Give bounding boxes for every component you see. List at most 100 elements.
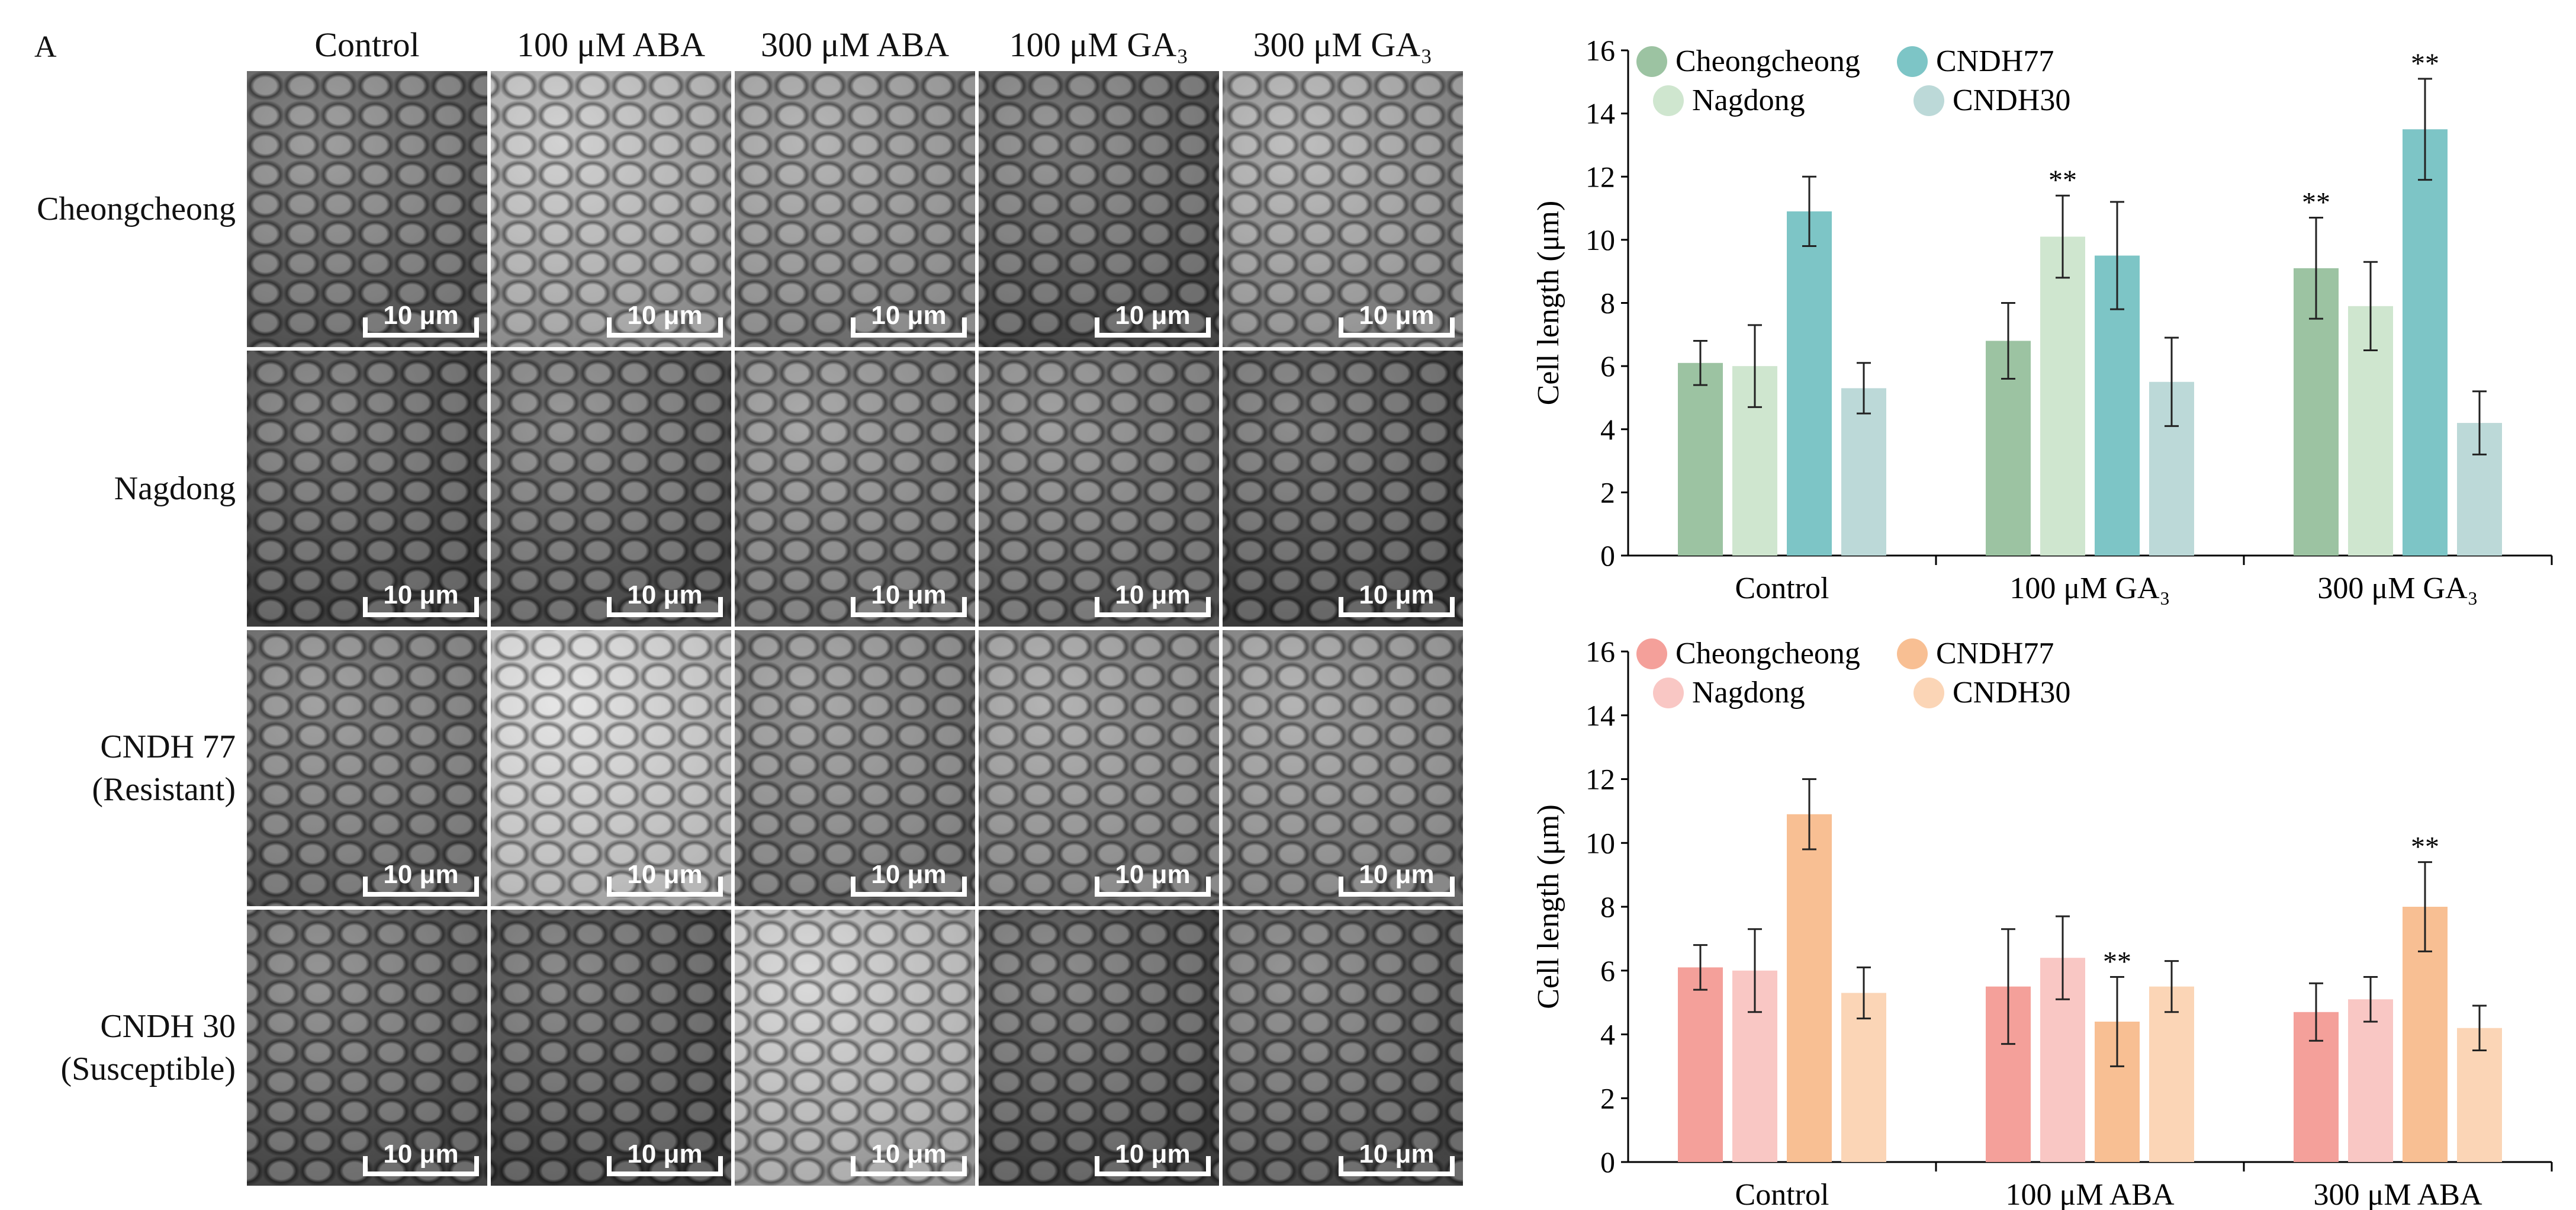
scale-bar: 10 μm	[1095, 860, 1211, 903]
scale-bar: 10 μm	[1339, 1140, 1455, 1182]
scale-bar-label: 10 μm	[627, 301, 703, 330]
scale-bar-label: 10 μm	[1359, 301, 1435, 330]
scale-bar-line	[1206, 317, 1211, 338]
y-tick-label: 4	[1600, 1018, 1615, 1051]
scale-bar-line	[851, 333, 967, 338]
scale-bar-line	[718, 317, 723, 338]
scale-bar-line	[363, 597, 368, 617]
scale-bar-line	[607, 892, 723, 897]
scale-bar-line	[607, 877, 612, 897]
scale-bar: 10 μm	[1095, 301, 1211, 344]
bar	[1841, 993, 1886, 1162]
y-tick-label: 0	[1600, 539, 1615, 572]
significance-marker: **	[2048, 165, 2077, 196]
scale-bar-line	[1339, 597, 1343, 617]
scale-bar-line	[1339, 1156, 1343, 1176]
scale-bar-label: 10 μm	[1115, 580, 1191, 609]
scale-bar: 10 μm	[851, 301, 967, 344]
scale-bar-line	[851, 612, 967, 617]
y-tick-label: 12	[1586, 763, 1615, 796]
scale-bar: 10 μm	[607, 1140, 723, 1182]
scale-bar-line	[363, 333, 479, 338]
scale-bar: 10 μm	[607, 860, 723, 903]
scale-bar-line	[1206, 597, 1211, 617]
y-tick-label: 6	[1600, 954, 1615, 987]
scale-bar-label: 10 μm	[871, 1140, 947, 1169]
scale-bar-line	[1095, 612, 1211, 617]
scale-bar-line	[1339, 317, 1343, 338]
legend-swatch	[1913, 678, 1944, 708]
row-sublabel: (Susceptible)	[60, 1051, 236, 1087]
legend-swatch	[1636, 46, 1667, 77]
scale-bar-line	[363, 877, 368, 897]
legend-swatch	[1653, 85, 1684, 116]
scale-bar-label: 10 μm	[1359, 860, 1435, 889]
scale-bar: 10 μm	[1339, 860, 1455, 903]
scale-bar-label: 10 μm	[871, 860, 947, 889]
scale-bar-line	[1339, 892, 1455, 897]
scale-bar: 10 μm	[1339, 301, 1455, 344]
row-label: CNDH 77	[100, 728, 236, 765]
scale-bar-line	[851, 892, 967, 897]
scale-bar-line	[474, 597, 479, 617]
y-tick-label: 4	[1600, 413, 1615, 446]
row-sublabel: (Resistant)	[92, 771, 236, 808]
y-tick-label: 14	[1586, 97, 1615, 130]
bar	[1678, 362, 1723, 556]
chart-b: B0246810121416Cell length (μm)Control100…	[1532, 34, 2553, 605]
scale-bar-line	[1095, 1172, 1211, 1176]
scale-bar-line	[1450, 597, 1455, 617]
scale-bar-line	[1095, 597, 1099, 617]
scale-bar-line	[474, 317, 479, 338]
micrograph-tile: 10 μm	[247, 910, 487, 1186]
chart-c: C0246810121416Cell length (μm)Control100…	[1532, 635, 2553, 1210]
scale-bar: 10 μm	[851, 860, 967, 903]
scale-bar-line	[363, 1172, 479, 1176]
legend-label: CNDH30	[1953, 676, 2070, 710]
scale-bar-line	[607, 1172, 723, 1176]
legend-swatch	[1636, 638, 1667, 669]
y-tick-label: 12	[1586, 160, 1615, 193]
scale-bar-label: 10 μm	[383, 860, 459, 889]
significance-marker: **	[2411, 48, 2439, 79]
y-tick-label: 16	[1586, 635, 1615, 668]
scale-bar-line	[1095, 317, 1099, 338]
x-tick-label: 300 μM GA₃	[2317, 572, 2478, 605]
row-label: CNDH 30	[100, 1008, 236, 1045]
row-label: Nagdong	[114, 470, 236, 507]
scale-bar-line	[607, 597, 612, 617]
scale-bar-line	[718, 597, 723, 617]
micrograph-tile: 10 μm	[1223, 910, 1463, 1186]
scale-bar: 10 μm	[851, 580, 967, 623]
scale-bar-line	[1450, 877, 1455, 897]
y-tick-label: 2	[1600, 476, 1615, 509]
x-tick-label: 100 μM ABA	[2005, 1178, 2174, 1210]
micrograph-tile: 10 μm	[1223, 351, 1463, 627]
legend-label: Nagdong	[1692, 84, 1805, 117]
scale-bar-line	[607, 612, 723, 617]
significance-marker: **	[2103, 946, 2131, 978]
bar	[2040, 236, 2085, 556]
micrograph-tile: 10 μm	[735, 630, 975, 906]
scale-bar-line	[1095, 892, 1211, 897]
bar	[1787, 211, 1832, 556]
scale-bar-line	[474, 1156, 479, 1176]
y-axis-label: Cell length (μm)	[1532, 804, 1565, 1009]
scale-bar-line	[851, 597, 856, 617]
significance-marker: **	[2302, 187, 2330, 219]
scale-bar-line	[851, 1156, 856, 1176]
scale-bar-line	[1450, 1156, 1455, 1176]
micrograph-tile: 10 μm	[735, 910, 975, 1186]
scale-bar-label: 10 μm	[1115, 1140, 1191, 1169]
significance-marker: **	[2411, 832, 2439, 863]
y-tick-label: 14	[1586, 699, 1615, 732]
column-header: 300 μM GA₃	[1253, 25, 1433, 64]
column-header: Control	[314, 25, 420, 64]
scale-bar-line	[474, 877, 479, 897]
scale-bar-line	[962, 1156, 967, 1176]
bar	[1841, 388, 1886, 556]
x-tick-label: 300 μM ABA	[2313, 1178, 2482, 1210]
scale-bar-line	[962, 597, 967, 617]
legend-swatch	[1897, 638, 1928, 669]
row-header: CNDH 30 (Susceptible)	[0, 1005, 236, 1090]
